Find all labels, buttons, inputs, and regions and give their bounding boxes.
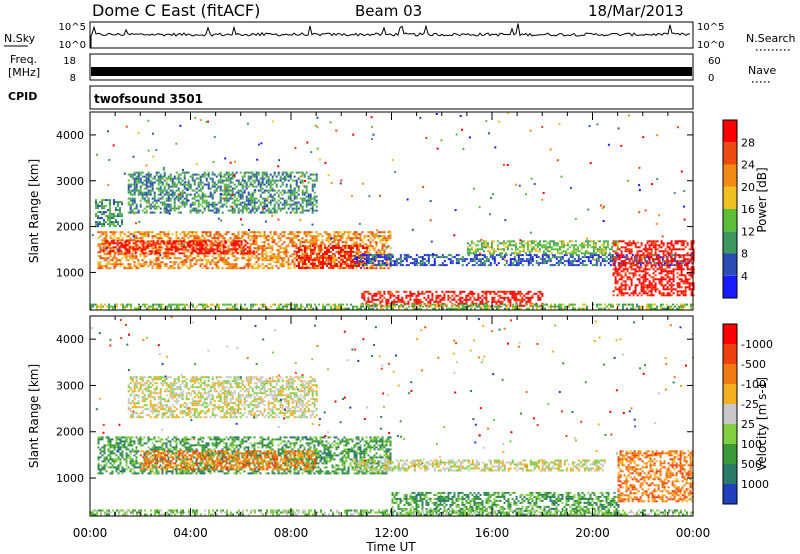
x-tick-label: 00:00 <box>73 526 108 540</box>
power-ytick-label: 2000 <box>56 221 84 234</box>
x-tick-label: 04:00 <box>173 526 208 540</box>
velocity-colorbar-swatch <box>723 324 737 344</box>
power-colorbar-tick: 12 <box>741 225 755 238</box>
nsearch-label: N.Search <box>746 32 796 45</box>
velocity-colorbar-swatch <box>723 484 737 504</box>
nsky-tick-top: 10^5 <box>59 22 86 33</box>
nsky-trace <box>91 24 690 48</box>
power-ytick-label: 1000 <box>56 266 84 279</box>
power-colorbar-swatch <box>723 276 737 298</box>
velocity-colorbar-label: Velocity [m s-1] <box>755 377 769 471</box>
velocity-heatmap <box>90 316 694 516</box>
power-ylabel: Slant Range [km] <box>27 159 41 263</box>
cpid-label: CPID <box>8 90 37 103</box>
x-axis-label: Time UT <box>365 540 416 554</box>
x-tick-label: 16:00 <box>475 526 510 540</box>
freq-tick-bottom: 8 <box>70 73 76 84</box>
power-colorbar-tick: 8 <box>741 248 748 261</box>
nsearch-tick-bottom: 10^0 <box>697 40 724 51</box>
power-colorbar-label: Power [dB] <box>755 167 769 232</box>
nave-tick-bottom: 0 <box>708 73 714 84</box>
power-colorbar-tick: 4 <box>741 270 748 283</box>
power-frame <box>90 112 693 310</box>
power-ytick-label: 4000 <box>56 129 84 142</box>
velocity-ytick-label: 3000 <box>56 379 84 392</box>
power-colorbar-swatch <box>723 165 737 187</box>
velocity-colorbar-swatch <box>723 464 737 484</box>
nsearch-tick-top: 10^5 <box>697 22 724 33</box>
cpid-value: twofsound 3501 <box>94 92 203 106</box>
power-ytick-label: 3000 <box>56 175 84 188</box>
date-title: 18/Mar/2013 <box>588 2 684 20</box>
velocity-frame <box>90 316 693 516</box>
velocity-colorbar-swatch <box>723 364 737 384</box>
velocity-colorbar-swatch <box>723 384 737 404</box>
x-tick-label: 00:00 <box>676 526 711 540</box>
velocity-colorbar-swatch <box>723 344 737 364</box>
nsky-trace-line <box>91 24 690 48</box>
power-heatmap <box>90 112 695 310</box>
velocity-ylabel: Slant Range [km] <box>27 364 41 468</box>
station-title: Dome C East (fitACF) <box>92 1 260 20</box>
beam-title: Beam 03 <box>355 2 422 20</box>
velocity-colorbar-tick: -500 <box>741 358 766 371</box>
power-colorbar-swatch <box>723 120 737 142</box>
velocity-ytick-label: 2000 <box>56 426 84 439</box>
freq-trace <box>91 67 692 76</box>
x-tick-label: 20:00 <box>575 526 610 540</box>
power-colorbar-swatch <box>723 187 737 209</box>
freq-tick-top: 18 <box>63 56 76 67</box>
power-colorbar-tick: 28 <box>741 136 755 149</box>
velocity-panel: 1000 2000 3000 4000 Slant Range [km] <box>27 316 694 516</box>
power-colorbar-swatch <box>723 231 737 253</box>
x-tick-label: 08:00 <box>274 526 309 540</box>
radar-summary-plot: Dome C East (fitACF) Beam 03 18/Mar/2013… <box>0 0 800 554</box>
x-tick-label: 12:00 <box>374 526 409 540</box>
power-colorbar-tick: 16 <box>741 203 755 216</box>
nave-label: Nave <box>748 64 776 77</box>
power-colorbar-tick: 20 <box>741 181 755 194</box>
velocity-colorbar-swatch <box>723 444 737 464</box>
nsky-tick-bottom: 10^0 <box>59 40 86 51</box>
nave-tick-top: 60 <box>708 56 721 67</box>
velocity-colorbar-swatch <box>723 404 737 424</box>
power-colorbar-swatch <box>723 142 737 164</box>
power-colorbar-tick: 24 <box>741 159 755 172</box>
velocity-colorbar-swatch <box>723 424 737 444</box>
velocity-colorbar-tick: 1000 <box>741 478 769 491</box>
power-colorbar-swatch <box>723 254 737 276</box>
velocity-ytick-label: 1000 <box>56 472 84 485</box>
freq-label: Freq. <box>10 53 37 66</box>
velocity-colorbar-tick: -1000 <box>741 338 773 351</box>
power-colorbar: 4 8 12 16 20 24 28 <box>723 120 755 298</box>
power-colorbar-swatch <box>723 209 737 231</box>
velocity-colorbar-tick: 25 <box>741 418 755 431</box>
freq-unit-label: [MHz] <box>8 66 40 79</box>
nsky-label: N.Sky <box>4 32 36 45</box>
power-panel: 1000 2000 3000 4000 Slant Range [km] <box>27 112 695 310</box>
velocity-ytick-label: 4000 <box>56 333 84 346</box>
